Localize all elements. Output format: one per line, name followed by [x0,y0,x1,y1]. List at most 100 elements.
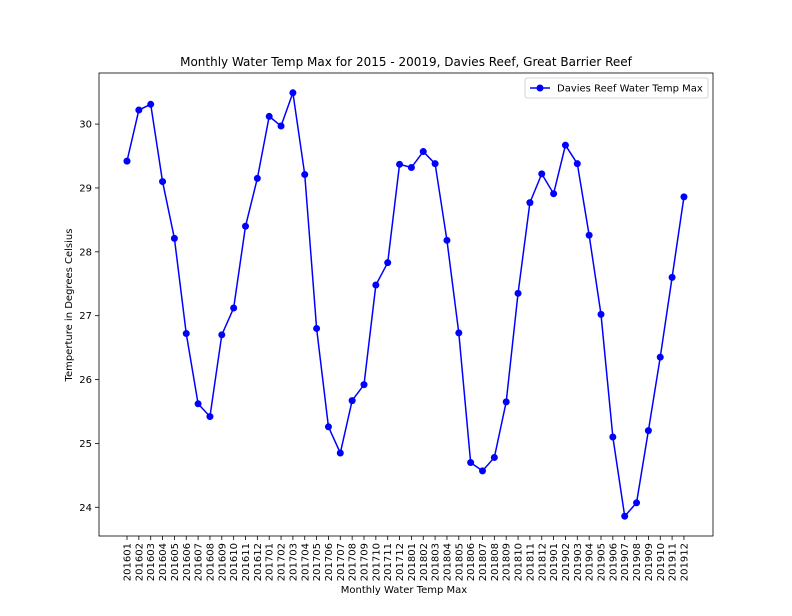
data-point [526,199,534,207]
y-axis-label: Temperture in Degrees Celsius [64,229,75,383]
x-tick-label: 201805 [454,543,465,581]
x-tick-label: 201612 [253,543,264,581]
x-tick-label: 201801 [407,543,418,581]
data-point [597,310,605,318]
data-point [656,353,664,361]
data-point [182,330,190,338]
x-tick-label: 201904 [585,543,596,581]
x-tick-label: 201704 [300,543,311,581]
x-tick-label: 201611 [241,543,252,581]
data-point [550,190,558,198]
x-tick-label: 201803 [431,543,442,581]
x-tick-label: 201609 [217,543,228,581]
x-tick-label: 201710 [371,543,382,581]
x-axis: 201601 201602 201603 201604 201605 201606 2016… [123,536,690,581]
data-point [123,157,131,165]
data-point [265,112,273,120]
x-tick-label: 201707 [336,543,347,581]
x-tick-label: 201606 [182,543,193,581]
y-tick-label: 27 [79,311,92,322]
legend-marker-swatch [536,84,544,92]
x-tick-label: 201811 [525,543,536,581]
x-tick-label: 201605 [170,543,181,581]
data-point [431,160,439,168]
data-point [585,231,593,239]
data-point [490,453,498,461]
x-tick-label: 201607 [194,543,205,581]
y-tick-label: 25 [79,439,92,450]
data-point [502,398,510,406]
data-point [301,171,309,179]
legend-entry: Davies Reef Water Temp Max [557,84,703,95]
x-tick-label: 201910 [656,543,667,581]
x-tick-label: 201603 [146,543,157,581]
data-point [253,174,261,182]
data-point [372,281,380,289]
data-point [206,413,214,421]
data-point [348,397,356,405]
x-tick-label: 201903 [573,543,584,581]
x-tick-label: 201806 [466,543,477,581]
data-point [313,324,321,332]
data-point [277,122,285,130]
data-point [170,234,178,242]
y-axis: 24 25 26 27 28 29 30 [79,120,99,514]
data-point [455,329,463,337]
data-point [159,178,167,186]
data-point [668,273,676,281]
plot-area [98,72,714,537]
x-tick-label: 201912 [679,543,690,581]
x-tick-label: 201705 [312,543,323,581]
x-tick-label: 201906 [608,543,619,581]
x-tick-label: 201810 [514,543,525,581]
x-tick-label: 201807 [478,543,489,581]
data-point [467,459,475,467]
data-point [621,512,629,520]
series-line [126,92,685,518]
data-point [633,499,641,507]
x-tick-label: 201907 [620,543,631,581]
data-point [242,222,249,230]
x-tick-label: 201908 [632,543,643,581]
x-tick-label: 201809 [502,543,513,581]
x-tick-label: 201708 [348,543,359,581]
data-point [194,400,202,408]
data-point [479,467,486,475]
x-tick-label: 201610 [229,543,240,581]
x-tick-label: 201911 [668,543,679,581]
y-tick-label: 28 [79,247,92,258]
x-tick-label: 201608 [205,543,216,581]
y-tick-label: 26 [79,375,92,386]
data-point [135,106,143,114]
x-tick-label: 201602 [134,543,145,581]
x-tick-label: 201703 [288,543,299,581]
x-axis-label: Monthly Water Temp Max [341,585,468,596]
data-point [147,100,155,108]
x-tick-label: 201802 [419,543,430,581]
data-point [407,164,415,172]
data-point [443,236,451,244]
x-tick-label: 201701 [265,543,276,581]
x-tick-label: 201601 [123,543,134,581]
y-tick-label: 30 [79,120,92,131]
legend: Davies Reef Water Temp Max [524,77,709,99]
x-tick-label: 201808 [490,543,501,581]
data-point [289,89,297,97]
data-point [561,141,569,149]
x-tick-label: 201709 [360,543,371,581]
y-tick-label: 29 [79,183,92,194]
x-tick-label: 201902 [561,543,572,581]
x-tick-label: 201812 [537,543,548,581]
data-point [680,193,688,201]
data-point [218,331,226,339]
x-tick-label: 201804 [442,543,453,581]
y-tick-label: 24 [79,503,92,514]
x-tick-label: 201604 [158,543,169,581]
data-point [514,289,522,297]
x-tick-label: 201712 [395,543,406,581]
legend-box [524,77,709,99]
data-point [336,449,344,457]
data-point [644,427,652,435]
